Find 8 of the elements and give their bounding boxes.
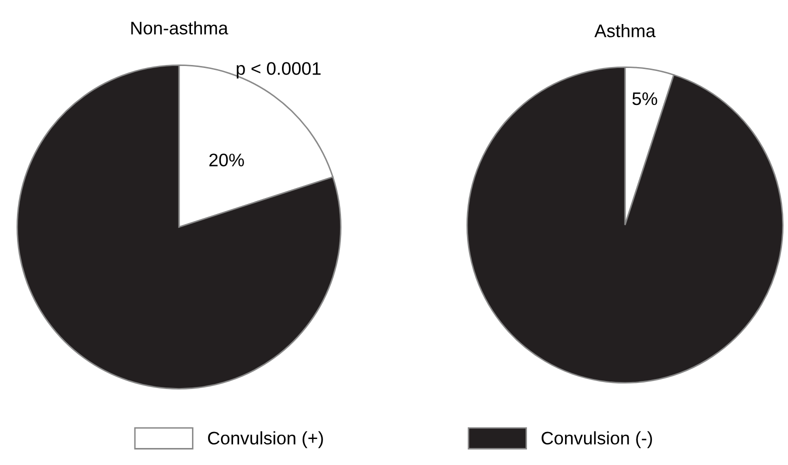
text: p < 0.0001 [236,62,321,79]
pie-slice [466,66,784,384]
legend-label: Convulsion (-) [542,431,652,448]
data-label: 20% [209,154,244,166]
data-label: 5% [632,92,658,106]
chart-title: Asthma [594,24,656,38]
legend-label: Convulsion (+) [208,431,323,448]
chart-title: Non-asthma [131,21,228,34]
